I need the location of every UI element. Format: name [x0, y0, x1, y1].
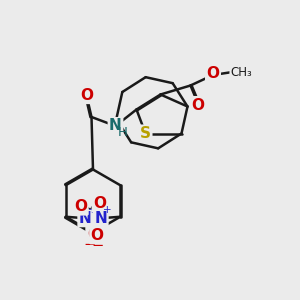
Text: O: O: [191, 98, 205, 112]
Text: O: O: [93, 196, 106, 211]
Text: +: +: [88, 205, 96, 215]
Text: N: N: [94, 211, 107, 226]
Text: O: O: [91, 228, 104, 243]
Text: +: +: [103, 205, 111, 215]
Text: O: O: [206, 66, 220, 81]
Text: O: O: [87, 227, 100, 242]
Text: N: N: [79, 211, 92, 226]
Text: −: −: [84, 237, 96, 252]
Text: O: O: [74, 199, 87, 214]
Text: −: −: [91, 238, 103, 253]
Text: CH₃: CH₃: [231, 65, 252, 79]
Text: N: N: [109, 118, 122, 134]
Text: H: H: [118, 126, 128, 139]
Text: O: O: [80, 88, 94, 103]
Text: S: S: [140, 126, 151, 141]
